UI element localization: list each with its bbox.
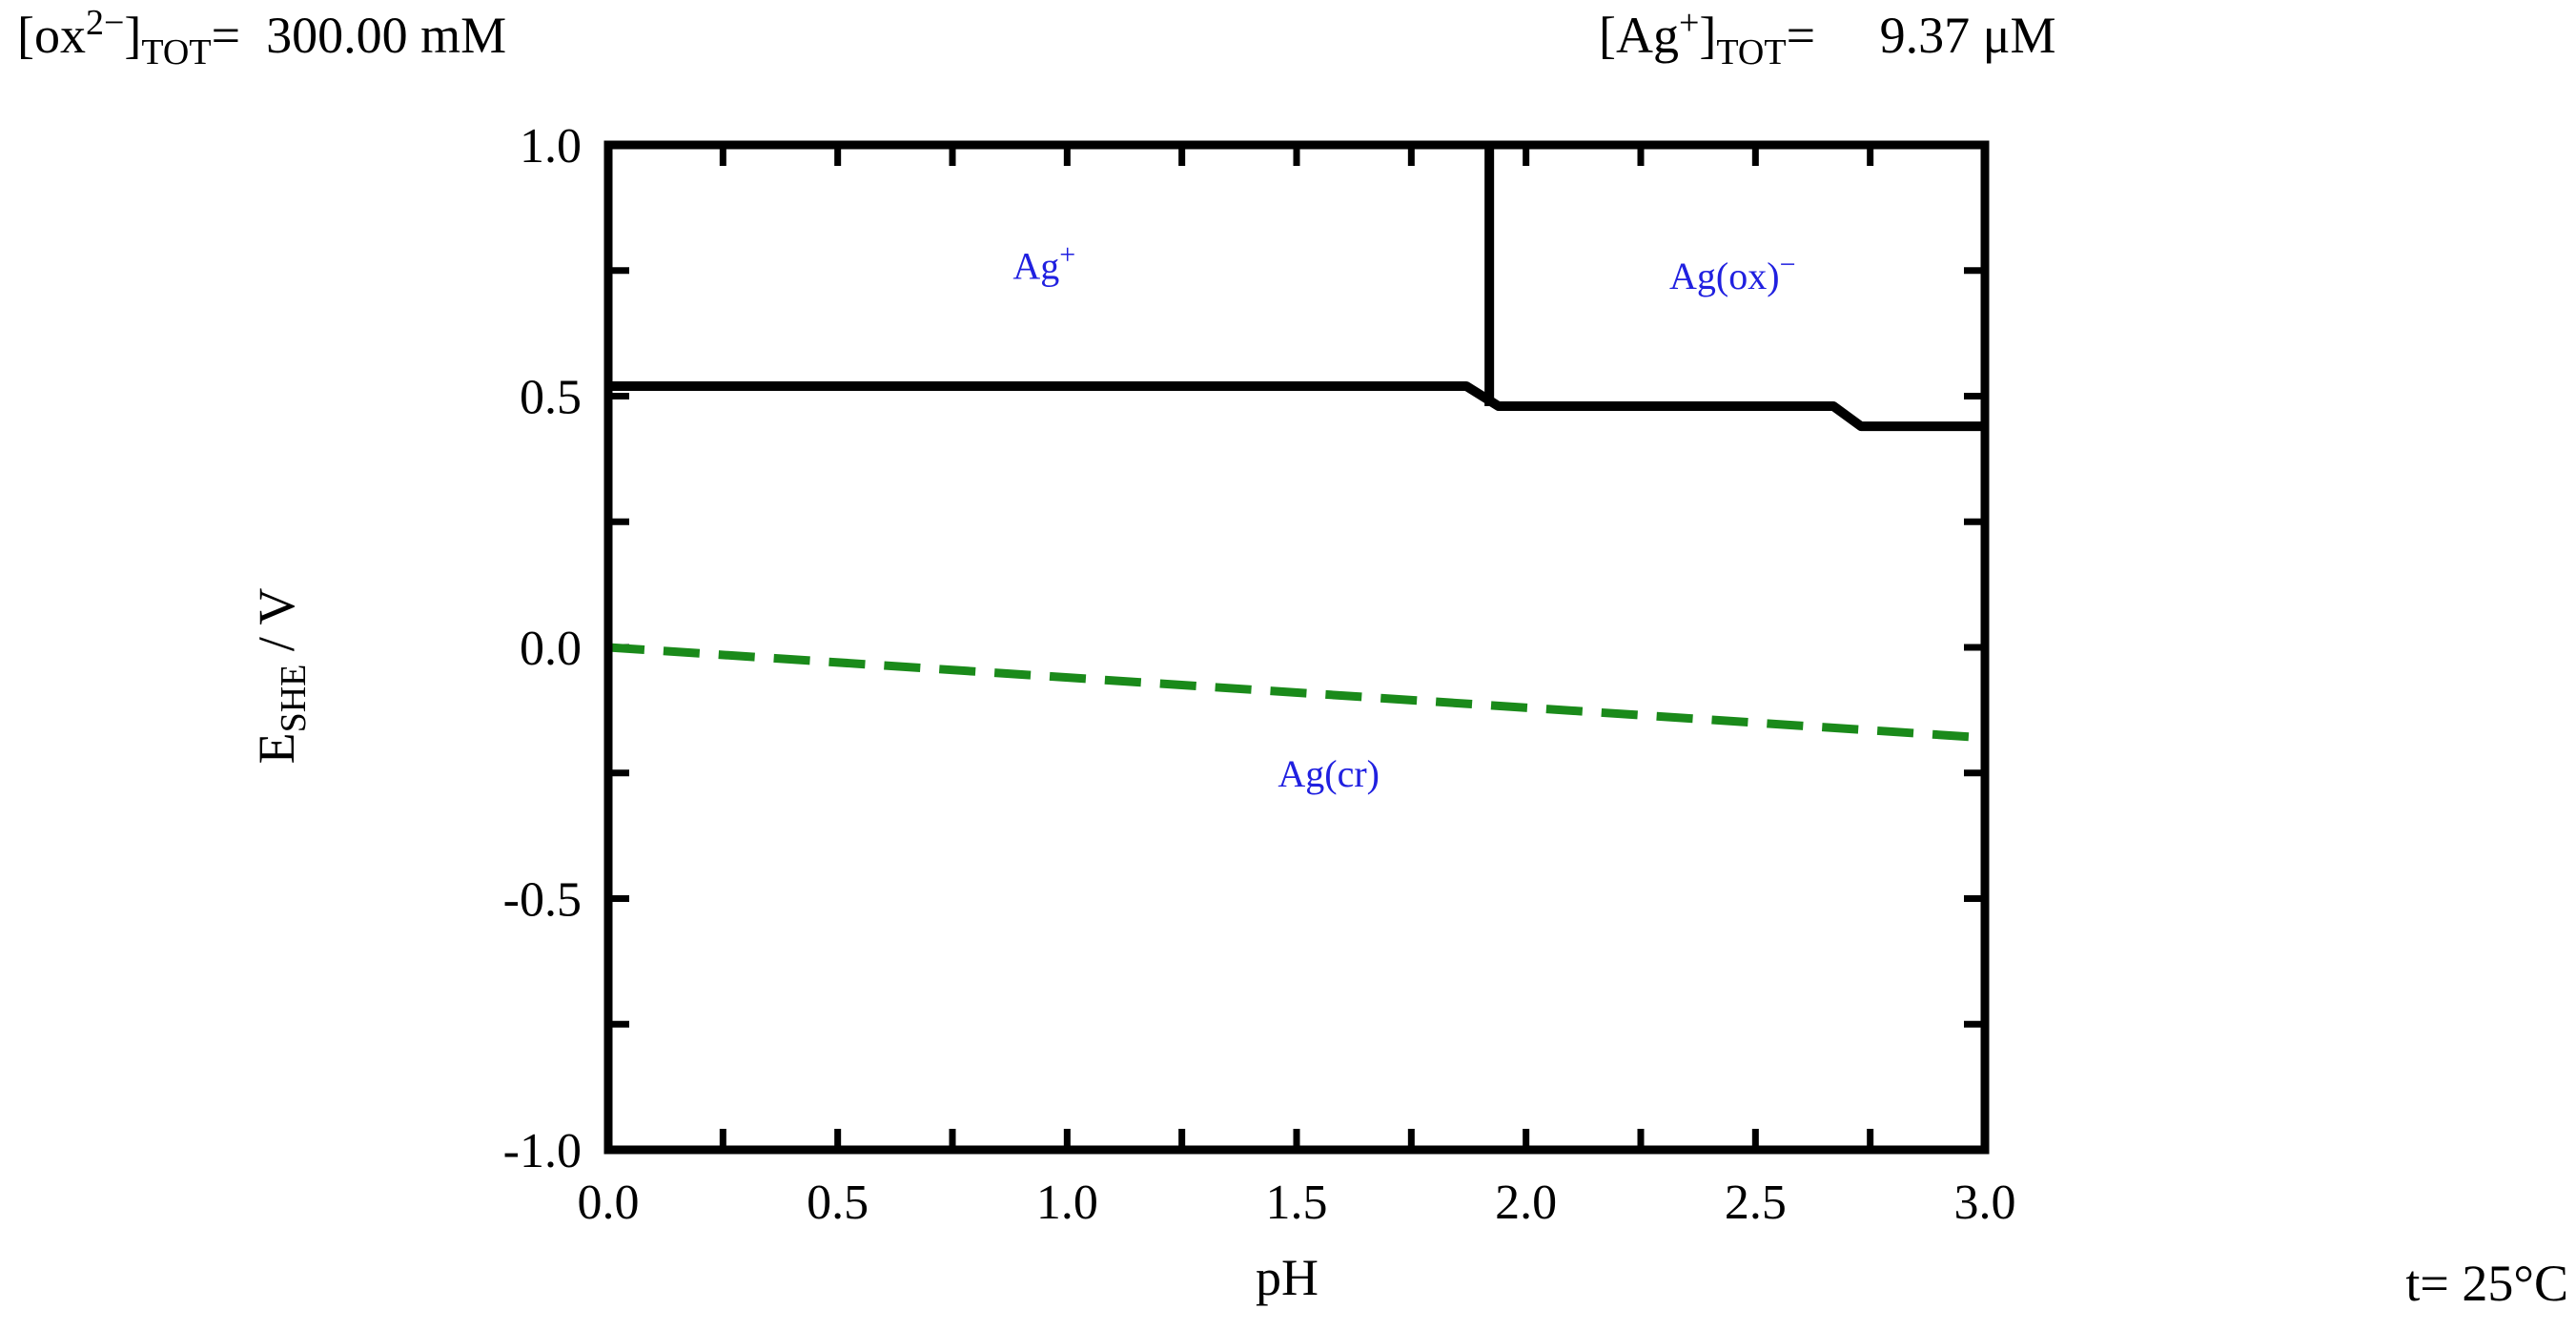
ag-label-close: ]	[1699, 7, 1717, 64]
ox-label: [ox	[17, 7, 86, 64]
region-labels: Ag+ Ag(ox)− Ag(cr)	[1012, 238, 1795, 794]
ox-total-concentration: [ox2−]TOT= 300.00 mM	[17, 2, 506, 73]
y-axis-label-subscript: SHE	[274, 665, 314, 733]
y-axis-label: ESHE / V	[248, 588, 314, 765]
region-label-charge: −	[1780, 249, 1796, 280]
y-tick-label: 1.0	[520, 119, 582, 174]
y-tick-label: 0.0	[520, 622, 582, 676]
ox-equals: =	[211, 7, 241, 64]
x-tick-labels: 0.0 0.5 1.0 1.5 2.0 2.5 3.0	[578, 1176, 2016, 1230]
ag-equals: =	[1786, 7, 1816, 64]
x-tick-label: 3.0	[1954, 1176, 2016, 1230]
ox-value: 300.00 mM	[266, 7, 507, 64]
region-label-charge: +	[1059, 238, 1075, 270]
y-tick-label: -1.0	[503, 1124, 582, 1178]
ag-label: [Ag	[1599, 7, 1679, 64]
x-tick-label: 1.0	[1036, 1176, 1098, 1230]
ag-total-concentration: [Ag+]TOT= 9.37 μM	[1599, 2, 2056, 73]
ox-charge: 2−	[85, 3, 125, 43]
x-tick-label: 1.5	[1266, 1176, 1328, 1230]
x-tick-label: 2.0	[1495, 1176, 1557, 1230]
x-tick-label: 0.5	[807, 1176, 869, 1230]
region-label-name: Ag	[1012, 244, 1059, 287]
ag-tot-subscript: TOT	[1716, 31, 1787, 72]
region-label: Ag(ox)−	[1669, 249, 1795, 297]
y-tick-labels: 1.0 0.5 0.0 -0.5 -1.0	[503, 119, 582, 1178]
x-tick-label: 2.5	[1725, 1176, 1787, 1230]
temperature-label: t= 25°C	[2405, 1255, 2568, 1312]
region-label-name: Ag(cr)	[1278, 752, 1380, 795]
region-label: Ag(cr)	[1278, 752, 1380, 795]
y-tick-label: -0.5	[503, 873, 582, 928]
x-tick-label: 0.0	[578, 1176, 640, 1230]
boundary-lines	[607, 145, 1986, 743]
ox-label-close: ]	[124, 7, 142, 64]
boundary-line	[608, 380, 1985, 432]
region-label: Ag+	[1012, 238, 1075, 287]
region-label-name: Ag(ox)	[1669, 255, 1780, 297]
y-axis-label-main: E	[248, 732, 305, 764]
plot-frame	[603, 140, 1990, 1155]
y-axis-label-unit: / V	[248, 588, 305, 665]
x-axis-label: pH	[1256, 1249, 1319, 1306]
ag-charge: +	[1678, 3, 1700, 43]
y-tick-label: 0.5	[520, 371, 582, 425]
water-reduction-line	[607, 643, 1986, 743]
ox-tot-subscript: TOT	[141, 31, 212, 72]
ag-value: 9.37 μM	[1879, 7, 2056, 64]
